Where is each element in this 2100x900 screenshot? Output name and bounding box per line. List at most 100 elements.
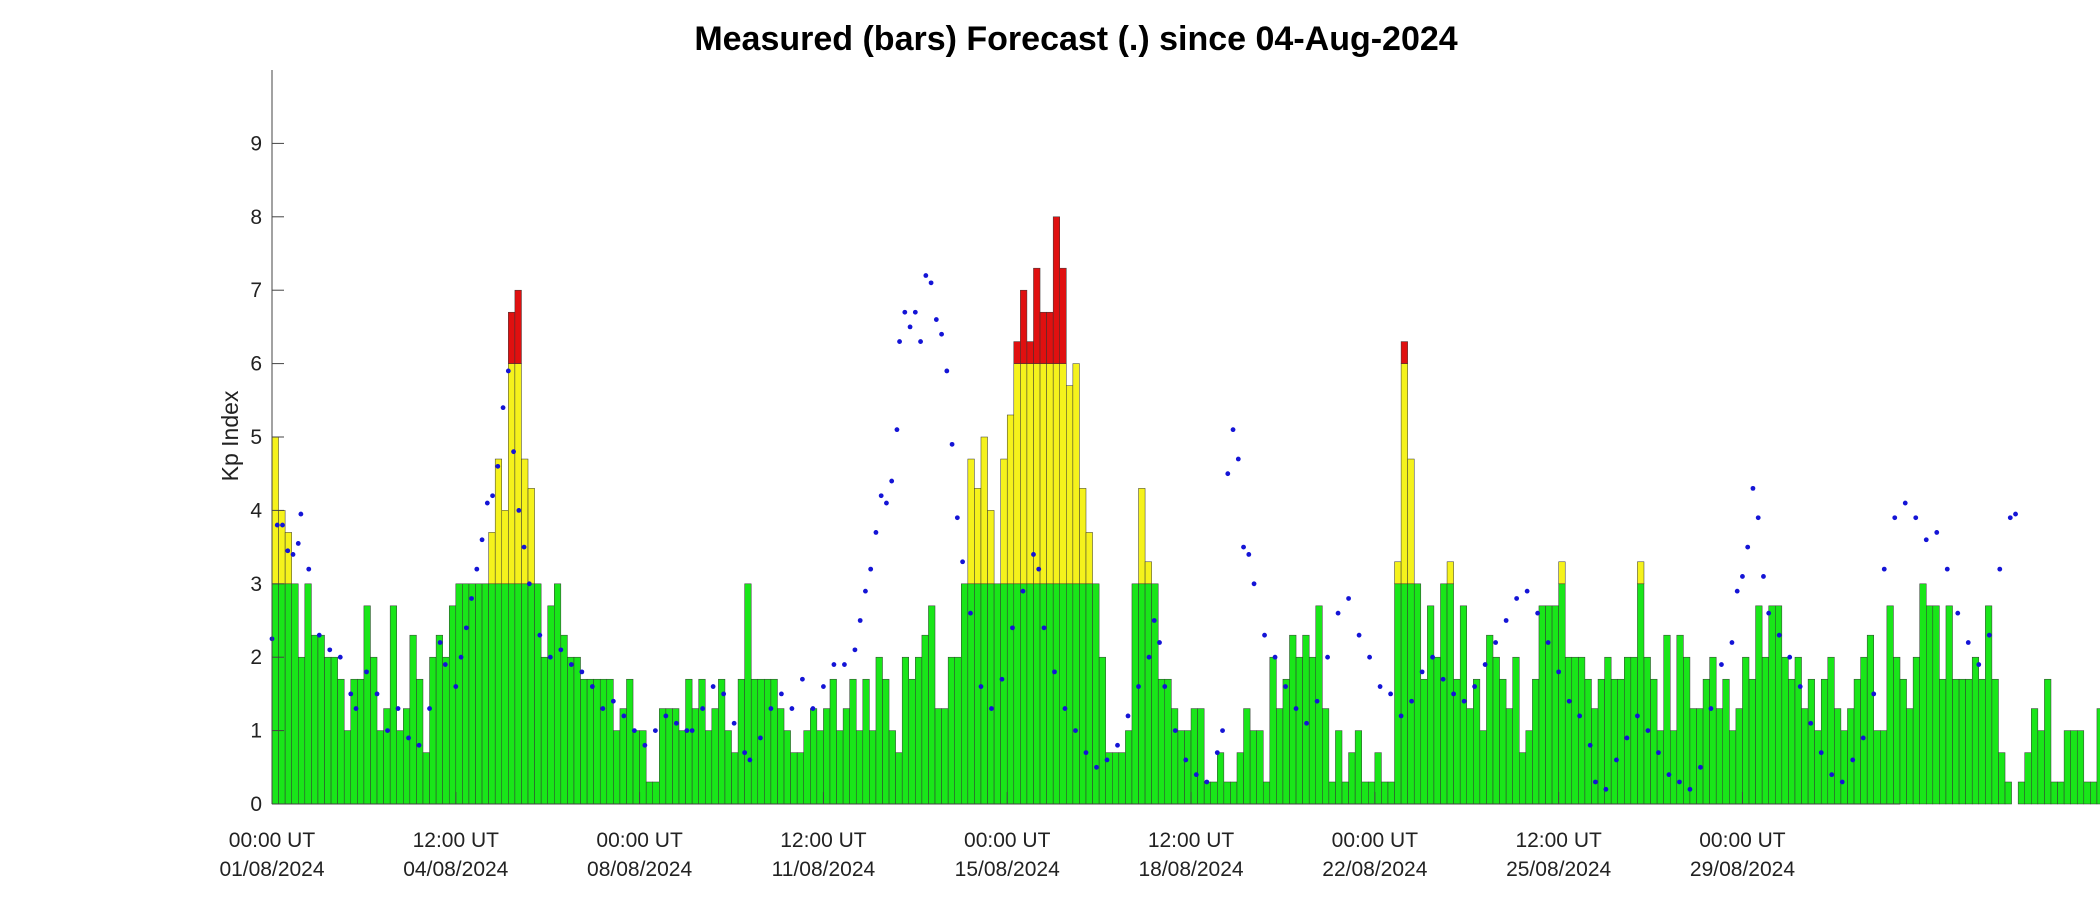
forecast-point [490,493,495,499]
bar-green-segment [1256,730,1264,805]
bar-green-segment [1013,583,1021,805]
forecast-point [789,706,795,711]
forecast-point [1262,632,1267,638]
forecast-point [852,647,858,653]
forecast-point [1645,728,1651,733]
forecast-point [1687,786,1693,792]
bar-green-segment [2076,730,2085,805]
forecast-point [1204,779,1210,785]
forecast-point [1745,544,1751,550]
forecast-point [1235,456,1241,462]
bar-green-segment [954,656,962,805]
x-tick-label-time: 00:00 UT [1332,829,1419,852]
bar-red-segment [508,311,516,364]
bar-green-segment [1742,656,1750,805]
bar-green-segment [1873,730,1881,805]
bar-green-segment [810,708,818,805]
bar-red-segment [1059,267,1067,364]
bar-green-segment [370,656,378,805]
bar-green-segment [1459,605,1467,805]
bar-green-segment [1085,583,1093,805]
forecast-point [1776,632,1782,638]
forecast-point [1913,515,1919,521]
bar-green-segment [1473,678,1481,805]
bar-green-segment [488,583,496,805]
forecast-point [1031,552,1036,557]
bar-yellow-segment [1144,561,1152,585]
bar-green-segment [324,656,332,805]
bar-green-segment [947,656,955,805]
forecast-point [1761,574,1766,579]
bar-green-segment [1341,781,1349,805]
bar-yellow-segment [494,458,503,585]
bar-green-segment [1729,730,1737,805]
forecast-point [516,508,522,513]
forecast-point [500,405,506,411]
forecast-point [1115,742,1120,748]
forecast-point [1719,662,1724,667]
bar-green-segment [1761,656,1769,805]
bar-green-segment [1387,781,1395,805]
x-tick-label-time: 00:00 UT [596,829,683,852]
bar-green-segment [1197,708,1205,805]
bar-green-segment [1354,730,1362,805]
bar-green-segment [1978,678,1986,805]
bar-green-segment [383,708,391,805]
forecast-point [1220,728,1225,733]
bar-green-segment [580,678,588,805]
bar-green-segment [1243,708,1251,805]
bar-green-segment [882,678,890,805]
bar-yellow-segment [1138,488,1146,585]
forecast-point [652,728,658,733]
forecast-point [406,735,411,741]
bar-green-segment [1597,678,1605,805]
bar-green-segment [409,634,417,805]
bar-green-segment [1715,708,1723,805]
bar-green-segment [1440,583,1448,805]
bar-green-segment [1610,678,1618,805]
forecast-point [479,537,485,543]
forecast-point [1860,735,1866,741]
bar-green-segment [895,752,903,805]
bar-green-segment [1899,678,1907,805]
chart-title: Measured (bars) Forecast (.) since 04-Au… [694,20,1457,58]
forecast-point [1624,735,1630,741]
forecast-point [831,662,837,667]
bar-green-segment [1466,708,1474,805]
bar-green-segment [1880,730,1888,805]
forecast-point [416,742,422,748]
forecast-point [1766,610,1772,616]
bar-green-segment [2050,781,2058,805]
bar-green-segment [901,656,910,805]
bar-green-segment [974,583,982,805]
bar-green-segment [1184,730,1192,805]
bar-green-segment [1177,730,1185,805]
bar-green-segment [1840,730,1848,805]
bar-green-segment [1617,678,1625,805]
bar-green-segment [508,583,516,805]
forecast-point [1797,684,1803,689]
forecast-point [1934,530,1940,535]
forecast-point [427,706,432,711]
bar-green-segment [1276,708,1284,805]
forecast-point [298,511,304,517]
forecast-point [1677,779,1682,785]
x-tick-label-date: 08/08/2024 [587,858,692,881]
bar-green-segment [777,708,785,805]
bar-green-segment [1505,708,1513,805]
forecast-point [907,324,913,330]
bar-green-segment [1066,583,1074,805]
forecast-point [968,610,973,616]
bar-red-segment [1046,311,1054,364]
forecast-point [1225,471,1231,477]
y-tick-label: 2 [250,646,262,669]
bar-green-segment [724,730,732,805]
bar-green-segment [1834,708,1842,805]
forecast-point [1335,610,1341,616]
bar-green-segment [1059,583,1067,805]
bar-green-segment [481,583,489,805]
forecast-point [928,280,934,286]
bar-green-segment [980,583,988,805]
forecast-point [631,728,637,733]
forecast-point [1104,757,1110,763]
